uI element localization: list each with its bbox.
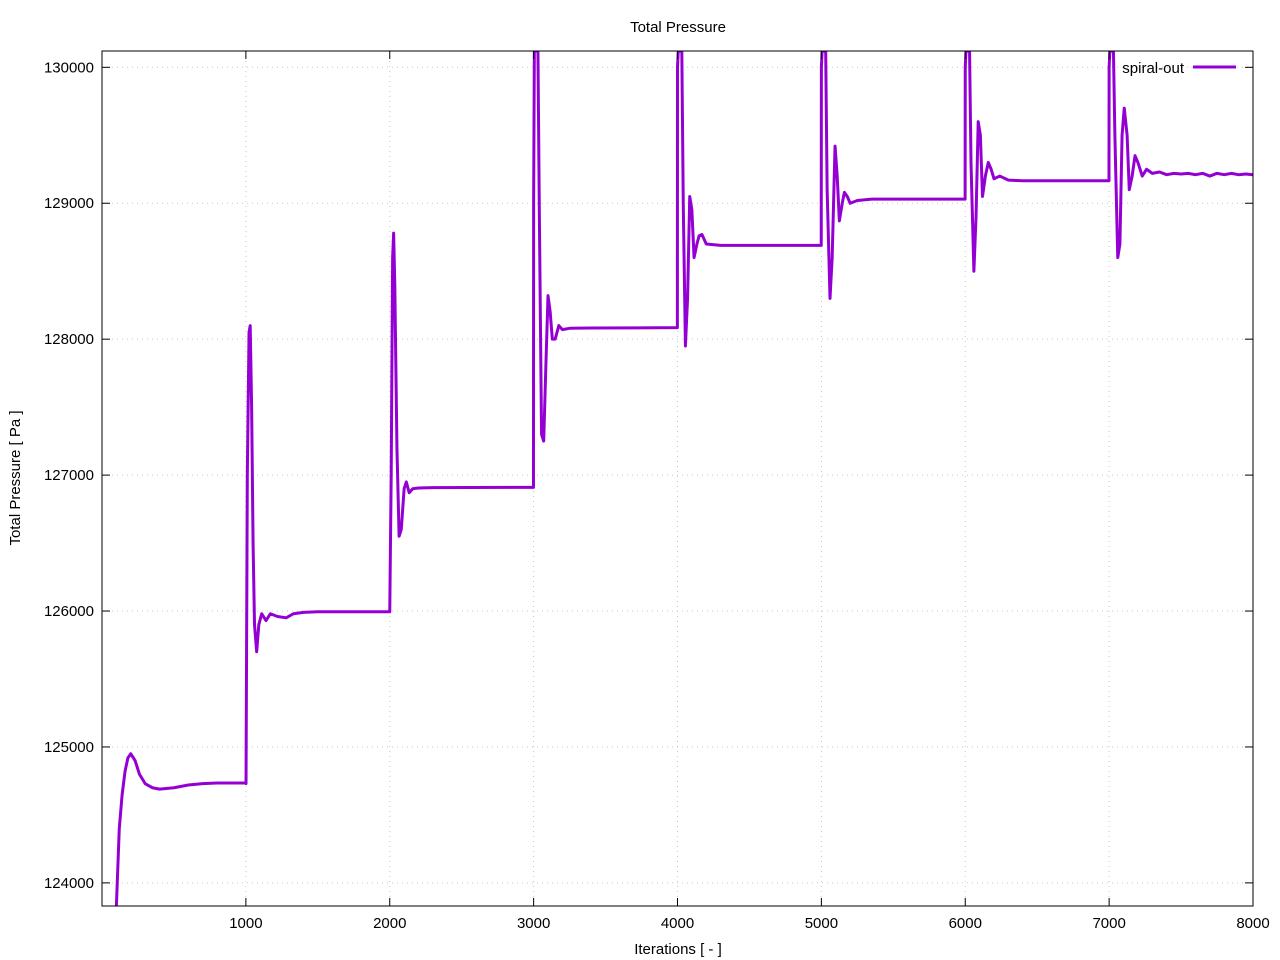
y-tick-label: 130000 bbox=[44, 59, 94, 76]
legend: spiral-out bbox=[1122, 60, 1236, 77]
chart-title: Total Pressure bbox=[630, 19, 726, 36]
y-tick-label: 129000 bbox=[44, 195, 94, 212]
x-tick-label: 7000 bbox=[1092, 915, 1125, 932]
series-layer bbox=[114, 51, 1253, 906]
x-tick-label: 2000 bbox=[373, 915, 406, 932]
y-axis-label: Total Pressure [ Pa ] bbox=[7, 410, 24, 545]
y-tick-label: 125000 bbox=[44, 739, 94, 756]
x-axis-label: Iterations [ - ] bbox=[634, 941, 722, 958]
y-axis-ticks: 124000 125000 126000 127000 128000 129000 1300… bbox=[44, 59, 1253, 892]
x-tick-label: 1000 bbox=[229, 915, 262, 932]
y-tick-label: 126000 bbox=[44, 603, 94, 620]
legend-label-spiral-out: spiral-out bbox=[1122, 60, 1185, 77]
y-tick-label: 124000 bbox=[44, 875, 94, 892]
y-tick-label: 128000 bbox=[44, 331, 94, 348]
x-axis-ticks: 1000 2000 3000 4000 5000 6000 7000 8000 bbox=[229, 51, 1270, 932]
y-tick-label: 127000 bbox=[44, 467, 94, 484]
series-line-spiral-out bbox=[114, 51, 1253, 906]
x-tick-label: 8000 bbox=[1236, 915, 1269, 932]
x-tick-label: 4000 bbox=[661, 915, 694, 932]
x-tick-label: 5000 bbox=[805, 915, 838, 932]
x-tick-label: 6000 bbox=[949, 915, 982, 932]
x-tick-label: 3000 bbox=[517, 915, 550, 932]
